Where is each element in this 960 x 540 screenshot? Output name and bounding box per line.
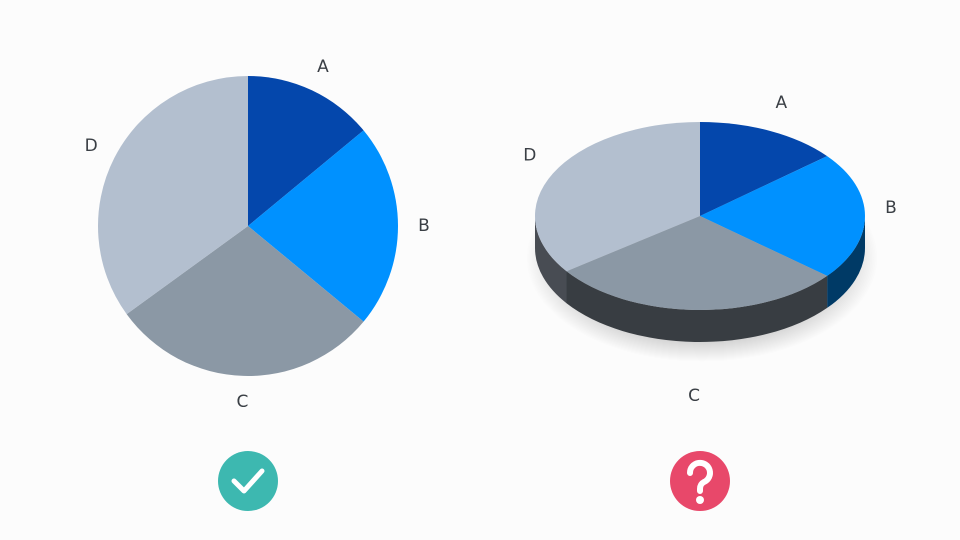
slice-label: D bbox=[523, 145, 536, 165]
slice-label: A bbox=[317, 57, 329, 77]
slice-label: C bbox=[237, 392, 249, 412]
pie-slice bbox=[126, 226, 364, 376]
pie-slice bbox=[248, 76, 364, 226]
question-dot bbox=[696, 496, 704, 504]
slice-label: C bbox=[688, 386, 700, 406]
pie-slice bbox=[700, 122, 828, 216]
pie-slice bbox=[248, 130, 398, 322]
slice-label: B bbox=[885, 198, 897, 218]
pie-slice bbox=[535, 122, 700, 272]
question-mark bbox=[686, 459, 713, 494]
check-circle bbox=[218, 451, 278, 511]
charts: A B C D A B C D bbox=[85, 57, 897, 412]
slice-side bbox=[535, 216, 567, 304]
pie-slice bbox=[700, 156, 865, 276]
slice-side bbox=[566, 271, 828, 342]
check-icon bbox=[218, 451, 278, 511]
slice-label: A bbox=[776, 93, 788, 113]
pie-slice bbox=[566, 216, 828, 310]
check-mark bbox=[231, 468, 265, 494]
slice-side bbox=[827, 216, 865, 308]
slice-label: D bbox=[85, 136, 98, 156]
question-circle bbox=[670, 451, 730, 511]
question-icon bbox=[670, 451, 730, 511]
pie-slice bbox=[98, 76, 248, 315]
slice-label: B bbox=[418, 216, 430, 236]
